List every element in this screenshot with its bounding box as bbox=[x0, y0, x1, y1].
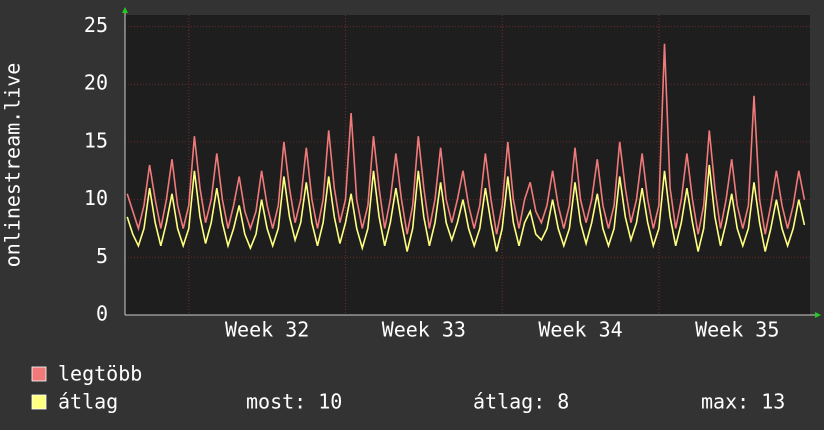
legend: legtöbb átlag most: 10 átlag: 8 max: 13 bbox=[31, 362, 785, 414]
x-tick-label: Week 35 bbox=[695, 318, 779, 342]
x-tick-label: Week 32 bbox=[225, 318, 309, 342]
axes bbox=[122, 7, 821, 318]
legend-label: legtöbb bbox=[58, 362, 142, 386]
y-tick-label: 10 bbox=[84, 186, 108, 210]
x-arrow bbox=[815, 312, 821, 318]
stat-label: átlag: bbox=[473, 390, 545, 414]
x-tick-label: Week 33 bbox=[382, 318, 466, 342]
x-tick-label: Week 34 bbox=[538, 318, 622, 342]
series-line bbox=[126, 43, 806, 235]
legend-label: átlag bbox=[58, 390, 118, 414]
y-arrow bbox=[122, 7, 128, 13]
legend-swatch bbox=[31, 394, 47, 410]
y-tick-label: 25 bbox=[84, 13, 108, 37]
stat-label: max: bbox=[701, 390, 749, 414]
series-line bbox=[126, 164, 806, 252]
lines bbox=[126, 43, 806, 252]
stat-value: 13 bbox=[761, 390, 785, 414]
y-tick-label: 15 bbox=[84, 128, 108, 152]
y-tick-label: 20 bbox=[84, 71, 108, 95]
legend-swatch bbox=[31, 366, 47, 382]
stat-value: 8 bbox=[557, 390, 569, 414]
y-tick-label: 0 bbox=[96, 302, 108, 326]
y-tick-label: 5 bbox=[96, 244, 108, 268]
y-axis-label: onlinestream.live bbox=[1, 63, 25, 268]
stat-value: 10 bbox=[318, 390, 342, 414]
plot-area bbox=[125, 15, 810, 315]
stat-label: most: bbox=[246, 390, 306, 414]
